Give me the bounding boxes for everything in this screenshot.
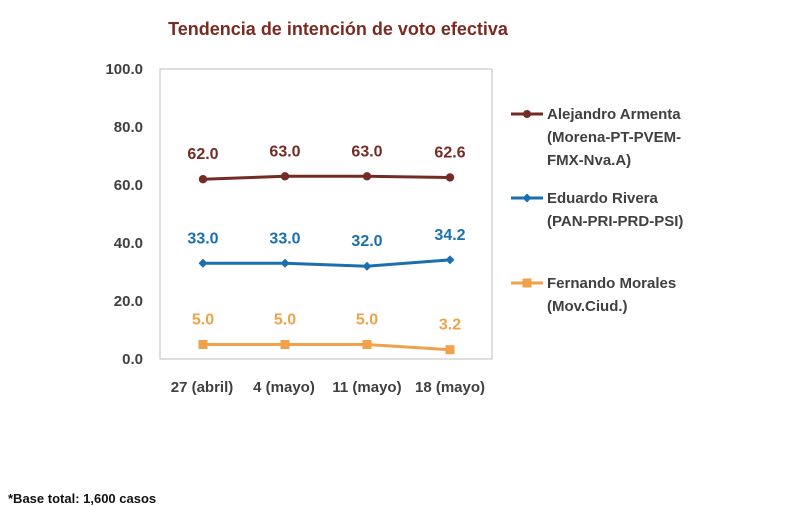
legend-label: (PAN-PRI-PRD-PSI) <box>547 213 683 230</box>
data-point <box>362 340 372 349</box>
x-tick-label: 4 (mayo) <box>253 379 315 396</box>
data-label: 33.0 <box>187 230 218 247</box>
legend-marker <box>522 193 532 203</box>
legend-label: Alejandro Armenta <box>547 106 681 123</box>
data-label: 5.0 <box>274 312 296 329</box>
series-2: 33.0 33.0 32.0 34.2 <box>187 227 466 271</box>
series-1: 62.0 63.0 63.0 62.6 <box>187 143 466 184</box>
x-tick-label: 27 (abril) <box>171 379 234 396</box>
legend-marker <box>522 278 532 288</box>
data-point <box>280 258 290 268</box>
data-label: 3.2 <box>439 317 461 334</box>
data-label: 34.2 <box>434 227 465 244</box>
series-3: 5.0 5.0 5.0 3.2 <box>192 312 461 355</box>
series-layer: 62.0 63.0 63.0 62.633.0 33.0 32.0 34.25.0 5.0 5.… <box>187 143 466 355</box>
x-axis-ticks: 27 (abril) 4 (mayo) 11 (mayo) 18 (mayo) <box>171 379 485 396</box>
legend-label: Eduardo Rivera <box>547 190 659 207</box>
data-point <box>445 255 455 265</box>
data-label: 63.0 <box>351 143 382 160</box>
legend-label: (Mov.Ciud.) <box>547 298 628 315</box>
chart-title: Tendencia de intención de voto efectiva <box>168 19 509 39</box>
legend-label: Fernando Morales <box>547 275 676 292</box>
y-tick-label: 20.0 <box>114 293 143 310</box>
y-tick-label: 0.0 <box>122 351 143 368</box>
x-tick-label: 11 (mayo) <box>332 379 401 396</box>
data-point <box>362 172 372 181</box>
data-point <box>445 173 455 182</box>
data-point <box>362 261 372 271</box>
series-line <box>202 174 451 181</box>
y-tick-label: 40.0 <box>114 235 143 252</box>
data-label: 62.0 <box>187 146 218 163</box>
series-line <box>203 343 451 352</box>
data-point <box>198 175 208 184</box>
data-point <box>445 345 455 355</box>
data-label: 33.0 <box>269 230 300 247</box>
data-point <box>198 258 208 268</box>
data-label: 5.0 <box>192 312 214 329</box>
y-axis-ticks: 0.0 20.0 40.0 60.0 80.0 100.0 <box>105 61 143 368</box>
footnote: *Base total: 1,600 casos <box>8 491 157 506</box>
data-label: 62.6 <box>434 144 465 161</box>
plot-area <box>159 68 493 360</box>
data-label: 32.0 <box>351 233 382 250</box>
legend-marker <box>523 110 531 118</box>
legend-entry-3: Fernando Morales (Mov.Ciud.) <box>511 275 676 315</box>
data-point <box>280 172 290 181</box>
data-point <box>198 340 208 349</box>
y-tick-label: 60.0 <box>114 177 143 194</box>
data-point <box>280 340 290 349</box>
legend: Alejandro Armenta (Morena-PT-PVEM- FMX-Nva… <box>511 106 683 315</box>
legend-label: (Morena-PT-PVEM- <box>547 129 681 146</box>
series-line <box>203 258 451 268</box>
data-label: 63.0 <box>269 143 300 160</box>
legend-entry-2: Eduardo Rivera (PAN-PRI-PRD-PSI) <box>511 190 683 230</box>
y-tick-label: 100.0 <box>105 61 143 78</box>
legend-entry-1: Alejandro Armenta (Morena-PT-PVEM- FMX-Nva… <box>511 106 681 169</box>
legend-label: FMX-Nva.A) <box>547 152 631 169</box>
data-label: 5.0 <box>356 312 378 329</box>
y-tick-label: 80.0 <box>114 119 143 136</box>
x-tick-label: 18 (mayo) <box>415 379 485 396</box>
